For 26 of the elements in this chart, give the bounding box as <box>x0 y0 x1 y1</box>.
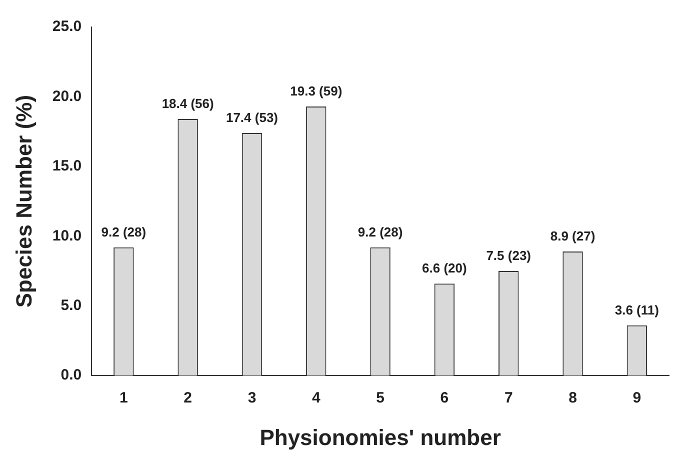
y-tick-label: 25.0 <box>52 18 82 36</box>
x-tick-label: 7 <box>504 390 513 407</box>
y-axis-title: Species Number (%) <box>11 94 36 308</box>
data-label: 8.9 (27) <box>550 228 596 244</box>
x-tick-label: 1 <box>120 390 128 407</box>
x-tick-label: 4 <box>312 390 321 407</box>
data-label: 19.3 (59) <box>290 84 342 99</box>
data-label: 3.6 (11) <box>614 302 659 318</box>
x-axis-title: Physionomies' number <box>260 424 502 450</box>
data-label: 6.6 (20) <box>422 260 467 276</box>
x-tick-label: 3 <box>248 390 256 407</box>
y-tick-label: 20.0 <box>52 88 82 105</box>
y-tick-label: 5.0 <box>60 297 82 314</box>
x-tick-label: 6 <box>440 390 449 407</box>
data-label: 7.5 (23) <box>486 248 532 264</box>
data-label: 9.2 (28) <box>101 224 146 240</box>
y-tick-label: 15.0 <box>52 158 82 175</box>
data-label: 9.2 (28) <box>358 224 403 240</box>
y-tick-label: 0.0 <box>60 366 82 384</box>
data-label: 17.4 (53) <box>226 110 278 126</box>
y-tick-label: 10.0 <box>52 227 82 244</box>
x-tick-label: 5 <box>376 390 384 407</box>
x-tick-label: 9 <box>632 390 642 407</box>
x-tick-label: 2 <box>184 390 192 407</box>
data-label: 18.4 (56) <box>162 96 214 112</box>
x-tick-label: 8 <box>568 390 577 407</box>
